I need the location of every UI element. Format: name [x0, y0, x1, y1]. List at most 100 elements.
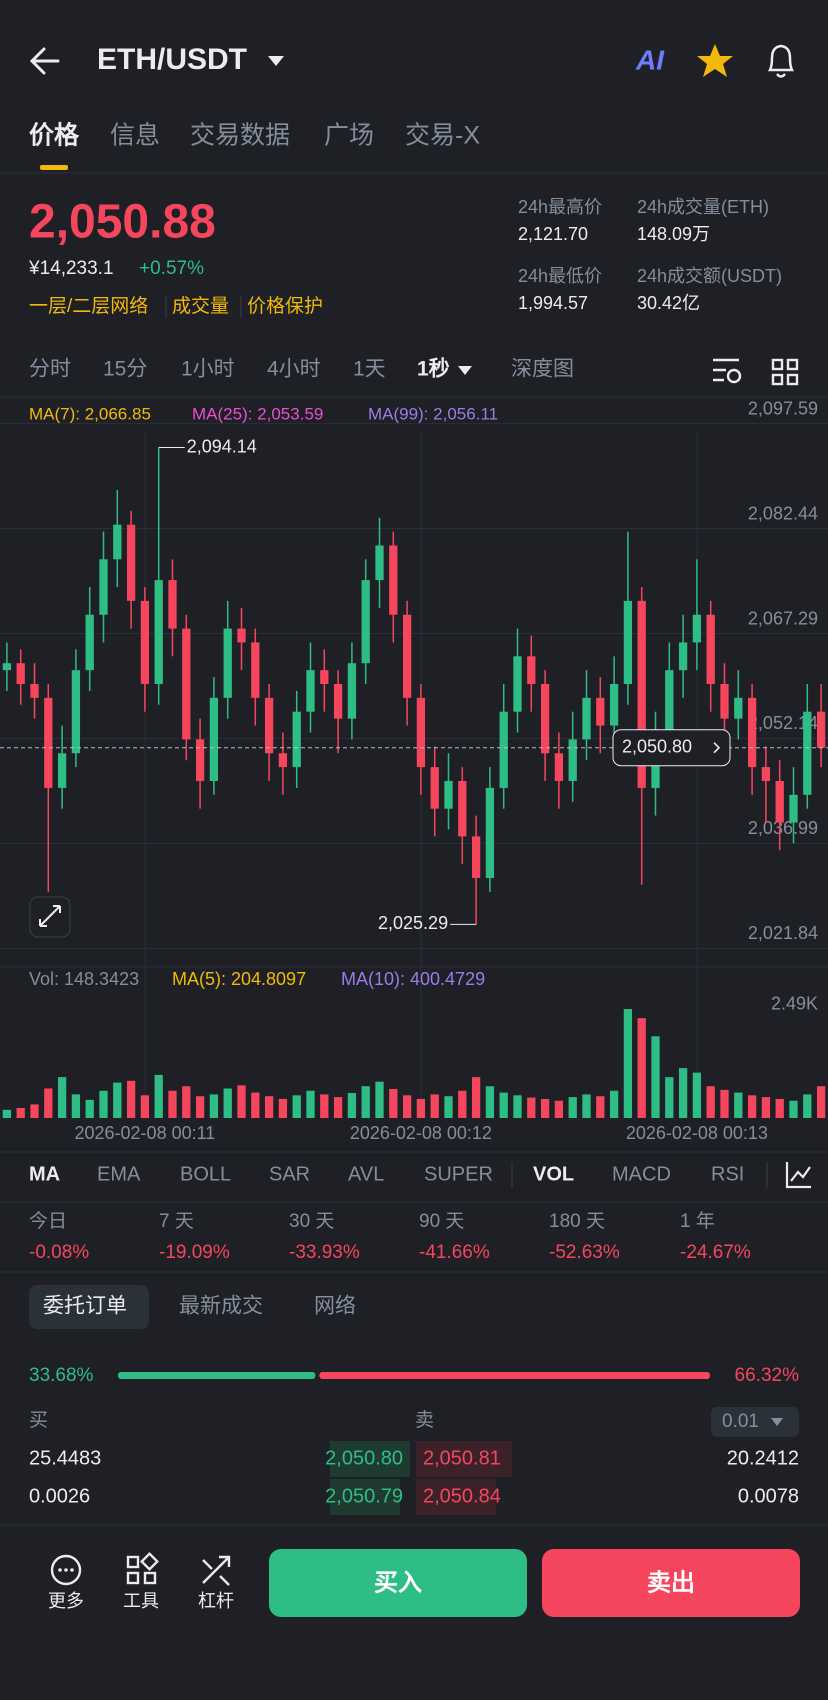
interval-tab[interactable]: 1天 — [353, 358, 386, 381]
order-tab[interactable]: 网络 — [314, 1295, 356, 1318]
tools-icon[interactable] — [126, 1552, 159, 1585]
ask-depth — [416, 1479, 496, 1515]
candle-body — [527, 656, 536, 684]
notification-bell[interactable] — [767, 44, 795, 78]
layout-icon[interactable] — [771, 358, 799, 386]
candle-body — [692, 614, 702, 643]
interval-dropdown[interactable] — [458, 366, 472, 375]
x-tick-label: 2026-02-08 00:13 — [626, 1123, 768, 1143]
indicator-settings-icon[interactable] — [785, 1162, 811, 1189]
sell-label[interactable]: 卖出 — [647, 1569, 695, 1596]
candle-body — [554, 753, 564, 781]
indicator-tab[interactable]: RSI — [711, 1163, 744, 1185]
volume-bar — [333, 1097, 343, 1118]
precision-select[interactable] — [711, 1407, 799, 1437]
indicator-tab[interactable]: SUPER — [424, 1163, 493, 1185]
candle-body — [182, 628, 191, 740]
volume-bar — [471, 1077, 481, 1118]
vol-indicator: MA(5): 204.8097 — [172, 969, 306, 989]
tab[interactable]: 交易-X — [405, 122, 480, 150]
volume-bar — [223, 1088, 232, 1118]
candle-body — [251, 642, 260, 698]
pair-title[interactable]: ETH/USDT — [97, 43, 247, 76]
precision: 0.01 — [722, 1411, 759, 1432]
last-price-arrow — [713, 742, 721, 754]
volume-bar — [761, 1097, 771, 1118]
more-icon[interactable] — [50, 1554, 82, 1586]
volume-bar — [430, 1094, 439, 1118]
volume-bar — [678, 1068, 688, 1118]
interval-tab[interactable]: 15分 — [103, 358, 147, 381]
interval-tab[interactable]: 1秒 — [417, 357, 450, 381]
indicator-tab[interactable]: BOLL — [180, 1163, 231, 1185]
tab[interactable]: 价格 — [29, 121, 80, 150]
interval-tab[interactable]: 1小时 — [181, 358, 235, 381]
candle-body — [816, 711, 826, 748]
bid-depth — [330, 1441, 410, 1477]
tag-link[interactable]: 一层/二层网络 — [29, 295, 148, 317]
period-label: 7 天 — [159, 1211, 194, 1232]
candle-body — [195, 739, 205, 781]
interval-tab[interactable]: 分时 — [29, 358, 71, 381]
buy-label[interactable]: 买入 — [374, 1569, 422, 1596]
sell-button[interactable] — [542, 1549, 800, 1617]
candle-body — [264, 697, 274, 754]
candle-body — [444, 780, 453, 809]
period-change: -33.93% — [289, 1242, 360, 1263]
volume-bar — [402, 1095, 412, 1118]
bid-header: 买 — [29, 1410, 48, 1431]
volume-bar — [320, 1094, 329, 1118]
tag-link[interactable]: 价格保护 — [247, 295, 323, 317]
tab[interactable]: 交易数据 — [190, 122, 290, 150]
tag-link[interactable]: 成交量 — [172, 295, 229, 317]
indicator-tab[interactable]: MA — [29, 1163, 60, 1185]
volume-bar — [706, 1086, 715, 1118]
order-tab[interactable]: 最新成交 — [179, 1295, 263, 1318]
stat-label: 24h成交量(ETH) — [637, 197, 769, 217]
buy-button[interactable] — [269, 1549, 527, 1617]
candle-body — [416, 697, 426, 768]
candle-body — [803, 711, 812, 795]
favorite-star[interactable] — [697, 44, 733, 77]
indicator-tab[interactable]: SAR — [269, 1163, 310, 1185]
ai-badge[interactable]: AI — [635, 44, 665, 75]
candle-body — [154, 580, 163, 684]
bid-qty: 0.0026 — [29, 1485, 90, 1507]
interval-tab[interactable]: 深度图 — [511, 358, 574, 381]
volume-bar — [665, 1077, 674, 1118]
volume-bar — [237, 1085, 246, 1118]
indicator-tab[interactable]: VOL — [533, 1163, 574, 1185]
chart-settings-icon[interactable] — [713, 358, 742, 384]
candle-body — [126, 524, 136, 601]
volume-bar — [444, 1096, 453, 1118]
y-tick-label: 2,052.14 — [748, 713, 818, 733]
order-tab[interactable]: 委托订单 — [43, 1295, 127, 1318]
candle-body — [513, 656, 522, 712]
indicator-tab[interactable]: MACD — [612, 1163, 671, 1185]
stat-value: 30.42亿 — [637, 293, 700, 313]
candle-body — [30, 684, 39, 698]
tool-label[interactable]: 更多 — [48, 1591, 84, 1611]
indicator-tab[interactable]: AVL — [348, 1163, 384, 1185]
volume-bar — [775, 1098, 784, 1118]
volume-bar — [458, 1090, 467, 1118]
candle-body — [734, 697, 743, 719]
leverage-icon[interactable] — [202, 1555, 231, 1586]
tab[interactable]: 信息 — [110, 122, 160, 150]
tool-label[interactable]: 工具 — [123, 1591, 159, 1611]
period-change: -41.66% — [419, 1242, 490, 1263]
ask-ratio: 66.32% — [735, 1365, 800, 1386]
tool-label[interactable]: 杠杆 — [198, 1591, 234, 1611]
last-price-box[interactable] — [612, 729, 731, 767]
tab[interactable]: 广场 — [324, 122, 374, 150]
volume-bar — [389, 1088, 398, 1118]
interval-tab[interactable]: 4小时 — [267, 358, 321, 381]
back-button[interactable] — [29, 47, 60, 75]
indicator-tab[interactable]: EMA — [97, 1163, 141, 1185]
pair-dropdown[interactable] — [268, 56, 284, 66]
volume-bar — [209, 1094, 219, 1118]
period-label: 1 年 — [680, 1210, 715, 1232]
vol-indicator: MA(10): 400.4729 — [341, 969, 485, 989]
candle-body — [2, 663, 12, 671]
